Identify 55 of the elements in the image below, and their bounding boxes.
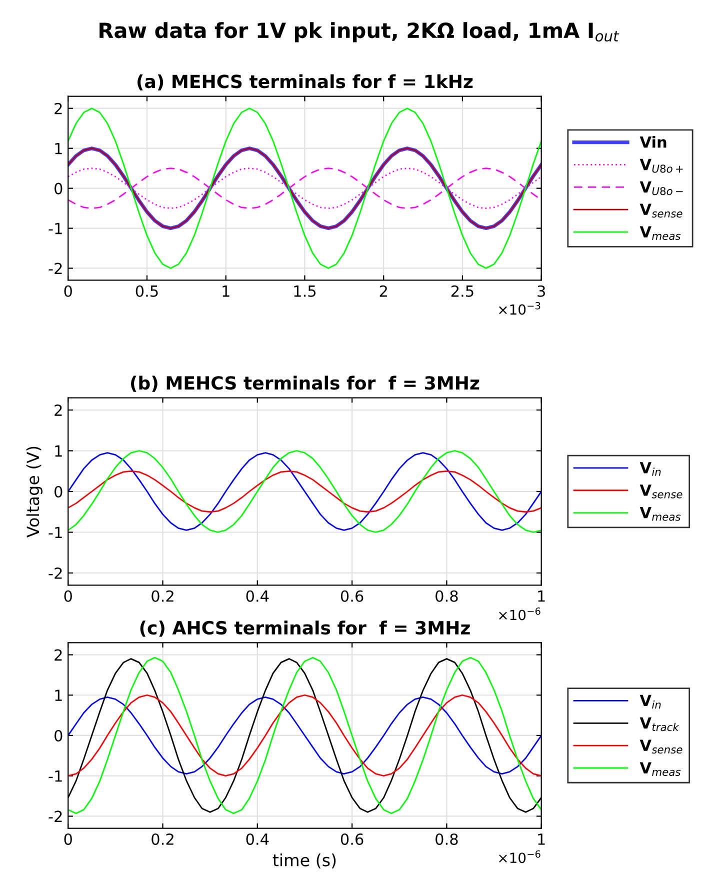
x-tick-label: 1	[222, 286, 230, 297]
chart-subtitle: (a) MEHCS terminals for f = 1kHz	[138, 74, 473, 90]
legend-label: V$_{sense}$	[640, 204, 682, 218]
legend-label: V$_{track}$	[640, 717, 680, 732]
x-tick-label: 0.8	[436, 833, 458, 845]
chart-title: (c) AHCS terminals for f = 3MHz	[140, 620, 470, 637]
legend-label: V$_{meas}$	[640, 226, 681, 240]
x-tick-label: 0.2	[152, 590, 174, 602]
y-tick-label: 0	[54, 730, 62, 742]
x-tick-label: 0.6	[340, 833, 364, 845]
y-tick-label: 2	[54, 649, 62, 661]
legend-label: Vin	[640, 136, 666, 148]
x-tick-label: 2	[380, 285, 387, 297]
text: ×10$^{−3}$	[499, 302, 540, 315]
x-axis-title: time (s)	[272, 854, 336, 868]
x-tick-label: 0	[64, 285, 72, 297]
legend-label: V$_{in}$	[640, 462, 661, 476]
y-tick-label: -2	[48, 567, 62, 579]
y-tick-label: -1	[48, 222, 62, 234]
y-tick-label: -2	[48, 810, 62, 822]
x-tick-label: 0	[64, 590, 72, 602]
y-tick-label: -1	[48, 770, 62, 782]
x-tick-label: 0.4	[246, 833, 269, 845]
chart-title: Raw data for 1V pk input, 2KΩ load, 1mA I$_{out}$	[100, 22, 620, 42]
x-tick-label: 0.8	[436, 590, 458, 602]
x-tick-label: 3	[538, 285, 545, 297]
y-axis-title: Voltage (V)	[26, 446, 42, 538]
text: ×10$^{−6}$	[499, 607, 540, 620]
y-tick-label: -1	[48, 526, 62, 538]
text: ×10$^{−6}$	[499, 850, 540, 864]
legend-label: V$_{in}$	[640, 694, 661, 709]
x-tick-label: 1	[538, 834, 545, 845]
y-tick-label: 1	[55, 690, 62, 701]
x-tick-label: 0.6	[340, 590, 364, 602]
x-tick-label: 2.5	[451, 285, 474, 297]
y-tick-label: 1	[55, 445, 62, 457]
x-tick-label: 1	[538, 590, 545, 602]
y-tick-label: 2	[54, 404, 62, 416]
chart-title: (b) MEHCS terminals for f = 3MHz	[131, 376, 480, 392]
y-tick-label: 0	[54, 182, 62, 194]
legend-label: V$_{U8o+}$	[640, 158, 683, 173]
legend-label: V$_{sense}$	[640, 484, 682, 498]
x-tick-label: 1.5	[294, 286, 316, 297]
y-tick-label: -2	[48, 262, 62, 274]
y-tick-label: 1	[55, 142, 62, 154]
x-tick-label: 0.5	[136, 285, 158, 297]
legend-label: V$_{meas}$	[640, 506, 681, 521]
x-tick-label: 0.4	[246, 590, 269, 602]
y-tick-label: 2	[54, 102, 62, 114]
y-tick-label: 0	[54, 486, 62, 498]
x-tick-label: 0	[64, 833, 72, 845]
legend-label: V$_{U8o−}$	[640, 181, 683, 196]
x-tick-label: 0.2	[152, 833, 174, 845]
legend-label: V$_{sense}$	[640, 740, 682, 754]
legend-label: V$_{meas}$	[640, 762, 681, 776]
